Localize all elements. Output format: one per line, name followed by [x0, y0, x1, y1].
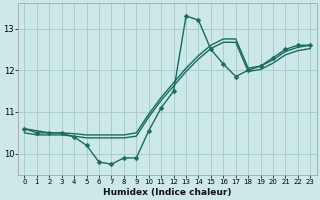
X-axis label: Humidex (Indice chaleur): Humidex (Indice chaleur) [103, 188, 232, 197]
